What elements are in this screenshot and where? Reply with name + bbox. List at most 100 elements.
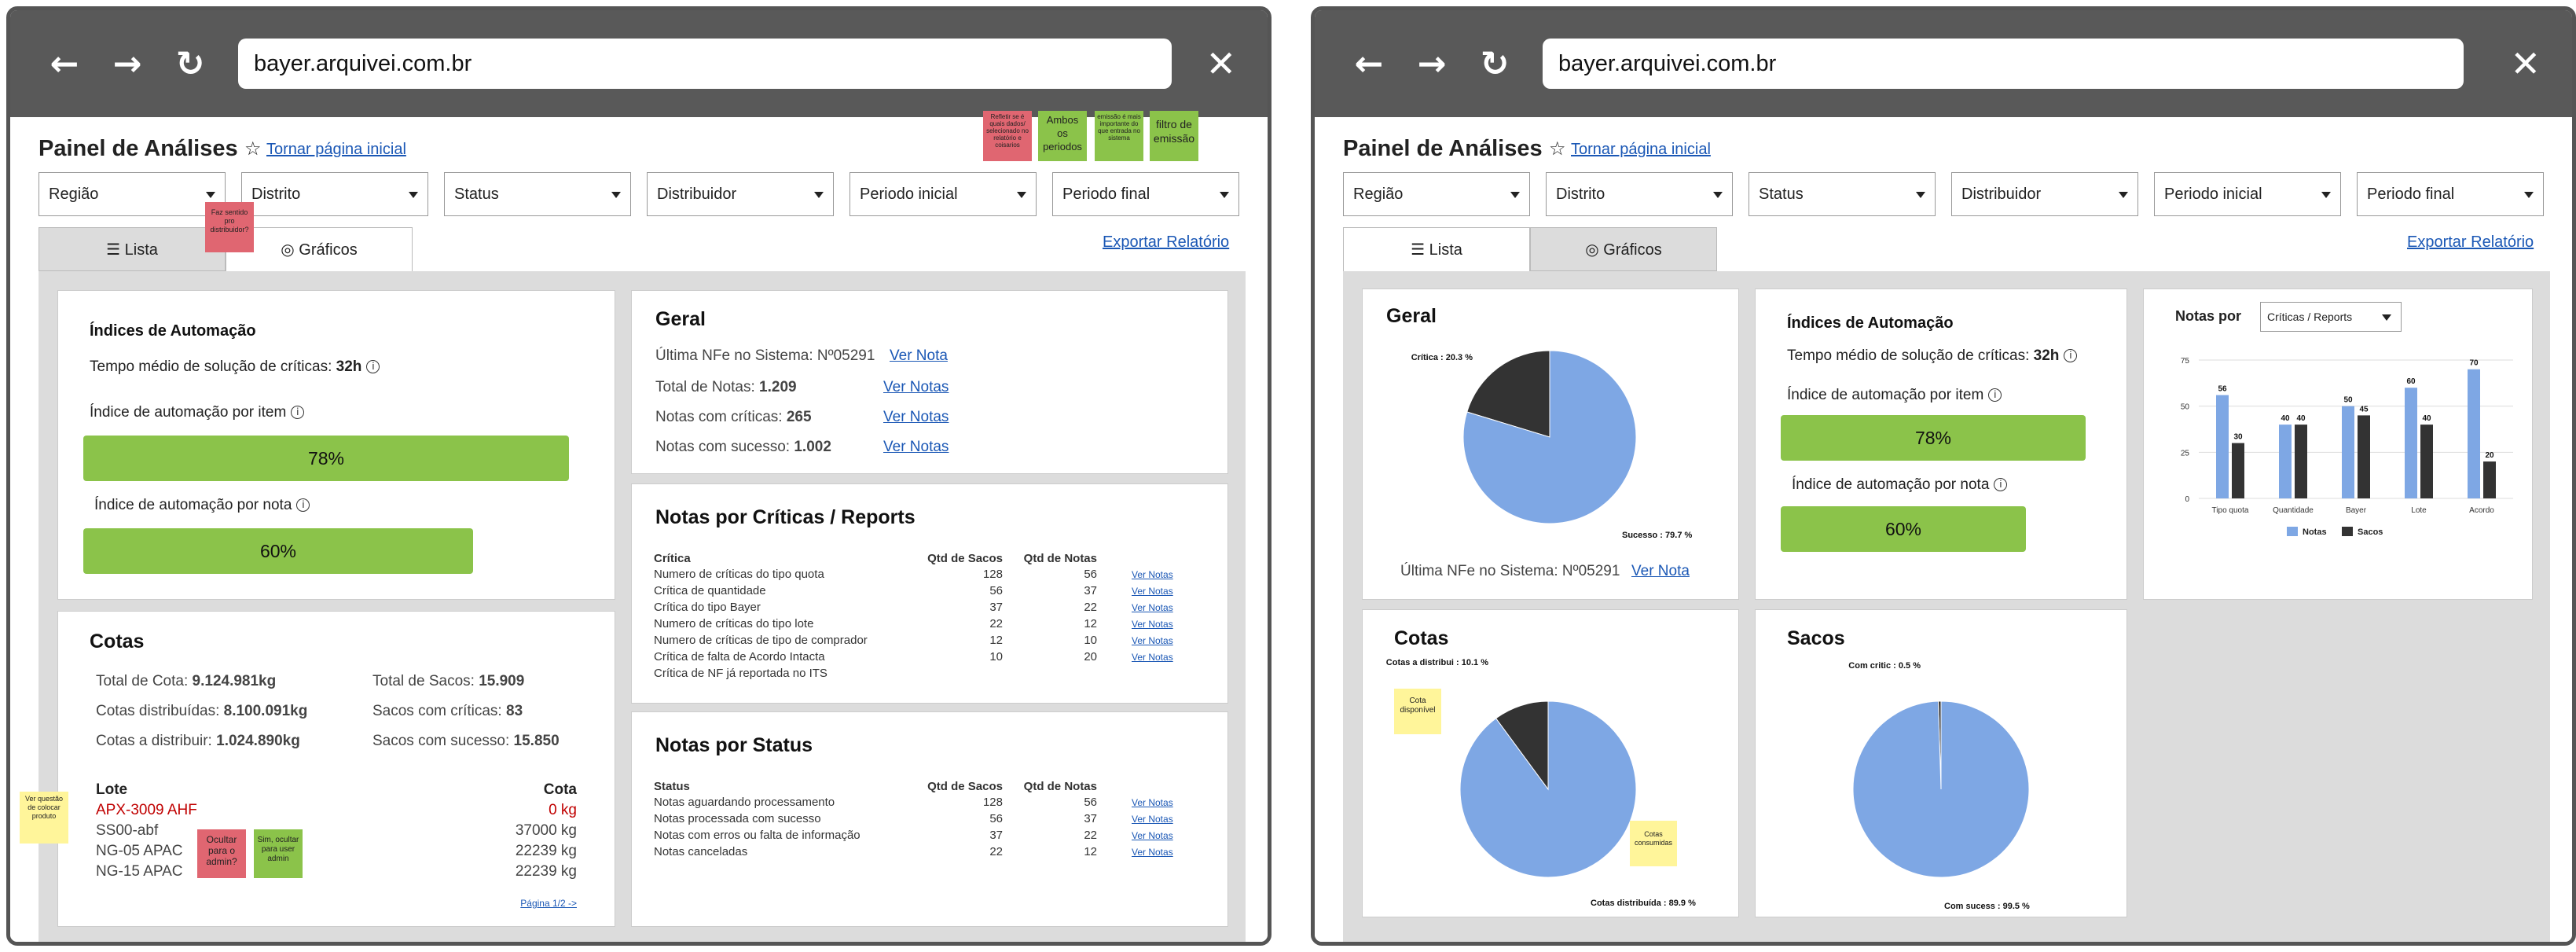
row-notas: 20 [1084, 650, 1097, 663]
table-row: Notas aguardando processamento 128 56 Ver N… [654, 794, 1178, 810]
ver-notas-link[interactable]: Ver Notas [1132, 568, 1173, 580]
ver-notas-link[interactable]: Ver Notas [1132, 601, 1173, 613]
y-tick-label: 50 [2181, 403, 2190, 412]
cotas-chart-card: Cotas Cotas a distribui : 10.1 % Cotas di… [1362, 609, 1739, 917]
row-sacos: 37 [989, 829, 1003, 842]
info-icon[interactable]: i [296, 498, 310, 512]
filter-status[interactable]: Status [444, 172, 631, 216]
pie-slice [1466, 350, 1550, 438]
legend-swatch [2342, 527, 2353, 536]
ver-nota-link[interactable]: Ver Nota [890, 347, 948, 364]
sticky-note: Faz sentido pro distribuidor? [205, 202, 254, 252]
filter-label: Periodo final [2367, 186, 2455, 203]
notas-por-select[interactable]: Críticas / Reports [2260, 302, 2402, 332]
cota-header: Cota [543, 781, 577, 798]
export-report-link[interactable]: Exportar Relatório [1103, 233, 1230, 251]
pie-slice [1462, 350, 1637, 524]
notas-criticas-text: Notas com críticas: 265 [655, 409, 812, 426]
ver-notas-link[interactable]: Ver Notas [1132, 796, 1173, 808]
filter-distribuidor[interactable]: Distribuidor [647, 172, 834, 216]
tab-graficos[interactable]: ◎ Gráficos [1530, 227, 1717, 271]
ver-notas-link[interactable]: Ver Notas [883, 409, 949, 425]
reload-icon[interactable]: ↻ [1480, 44, 1510, 84]
automation-card: Índices de Automação Tempo médio de solu… [1755, 289, 2127, 600]
filter-label: Região [1353, 186, 1404, 203]
info-icon[interactable]: i [1994, 478, 2008, 491]
value: Nº05291 [816, 347, 875, 364]
ver-notas-link[interactable]: Ver Notas [1132, 813, 1173, 825]
bar [2279, 425, 2292, 498]
lote-name: APX-3009 AHF [96, 802, 197, 818]
filter-periodo-final[interactable]: Periodo final [1052, 172, 1239, 216]
value: 1.024.890kg [216, 733, 300, 749]
browser-toolbar: ← → ↻ bayer.arquivei.com.br ✕ [1315, 10, 2572, 117]
filter-regiao[interactable]: Região [39, 172, 226, 216]
sticky-note: Sim, ocultar para user admin [254, 829, 303, 878]
star-icon[interactable]: ☆ [1549, 138, 1566, 160]
tab-lista[interactable]: ☰ Lista [1343, 227, 1530, 271]
label: Cotas distribuídas: [96, 703, 220, 719]
row-name: Numero de críticas de tipo de comprador [654, 634, 868, 647]
pie-label: Com sucess : 99.5 % [1944, 902, 2030, 909]
arrow-right-icon[interactable]: → [112, 44, 142, 84]
ver-notas-link[interactable]: Ver Notas [1132, 618, 1173, 630]
filter-distrito[interactable]: Distrito [1546, 172, 1733, 216]
filter-distribuidor[interactable]: Distribuidor [1951, 172, 2138, 216]
ver-notas-link[interactable]: Ver Notas [883, 439, 949, 455]
list-icon: ☰ [106, 241, 125, 259]
ver-nota-link[interactable]: Ver Nota [1631, 563, 1690, 579]
row-sacos: 128 [982, 568, 1003, 581]
label: Total de Sacos: [372, 673, 475, 689]
filter-periodo-inicial[interactable]: Periodo inicial [2154, 172, 2341, 216]
y-tick-label: 25 [2181, 449, 2190, 458]
filter-distrito[interactable]: Distrito [241, 172, 428, 216]
label: Índice de automação por item [90, 404, 287, 421]
notas-sucesso-text: Notas com sucesso: 1.002 [655, 439, 831, 456]
ver-notas-link[interactable]: Ver Notas [1132, 651, 1173, 663]
chevron-down-icon [2524, 192, 2534, 198]
tab-graficos[interactable]: ◎ Gráficos [226, 227, 413, 271]
label: Sacos com sucesso: [372, 733, 510, 749]
col-header: Crítica [654, 551, 691, 565]
filter-regiao[interactable]: Região [1343, 172, 1530, 216]
export-report-link[interactable]: Exportar Relatório [2407, 233, 2534, 251]
row-sacos: 56 [989, 812, 1003, 825]
last-nfe-text: Última NFe no Sistema: Nº05291 [655, 347, 875, 365]
ver-notas-link[interactable]: Ver Notas [883, 379, 949, 395]
close-icon[interactable]: ✕ [2510, 42, 2541, 85]
filter-periodo-inicial[interactable]: Periodo inicial [849, 172, 1037, 216]
pagination-link[interactable]: Página 1/2 -> [520, 898, 577, 909]
notas-por-bar-chart: 0 25 50 75 56 30 Tipo quota 40 40 Quantidade 50 45 B… [2181, 357, 2513, 537]
arrow-left-icon[interactable]: ← [1354, 44, 1384, 84]
criticas-card-body: Notas por Críticas / Reports Crítica Qtd… [631, 483, 1228, 704]
info-icon[interactable]: i [2064, 349, 2078, 362]
page-title: Painel de Análises [1343, 136, 1543, 161]
reload-icon[interactable]: ↻ [175, 44, 205, 84]
tab-lista[interactable]: ☰ Lista [39, 227, 226, 271]
row-name: Numero de críticas do tipo lote [654, 617, 814, 630]
col-header: Qtd de Notas [1023, 551, 1097, 565]
close-icon[interactable]: ✕ [1205, 42, 1236, 85]
avg-time-text: Tempo médio de solução de críticas: 32h i [1787, 347, 2078, 365]
set-home-link[interactable]: Tornar página inicial [266, 141, 406, 158]
ver-notas-link[interactable]: Ver Notas [1132, 846, 1173, 858]
ver-notas-link[interactable]: Ver Notas [1132, 634, 1173, 646]
filter-periodo-final[interactable]: Periodo final [2357, 172, 2544, 216]
ver-notas-link[interactable]: Ver Notas [1132, 585, 1173, 597]
info-icon[interactable]: i [366, 360, 380, 373]
address-bar[interactable]: bayer.arquivei.com.br [1543, 39, 2464, 89]
lote-header: Lote [96, 781, 128, 798]
row-name: Crítica do tipo Bayer [654, 601, 761, 614]
bar-value-label: 45 [2359, 405, 2369, 414]
label: Notas com críticas: [655, 409, 783, 425]
address-bar[interactable]: bayer.arquivei.com.br [238, 39, 1172, 89]
info-icon[interactable]: i [1988, 388, 2002, 402]
filter-status[interactable]: Status [1749, 172, 1936, 216]
set-home-link[interactable]: Tornar página inicial [1571, 141, 1711, 158]
filter-label: Periodo final [1062, 186, 1150, 203]
info-icon[interactable]: i [291, 406, 305, 419]
arrow-right-icon[interactable]: → [1417, 44, 1447, 84]
ver-notas-link[interactable]: Ver Notas [1132, 829, 1173, 841]
star-icon[interactable]: ☆ [244, 138, 262, 160]
arrow-left-icon[interactable]: ← [50, 44, 79, 84]
